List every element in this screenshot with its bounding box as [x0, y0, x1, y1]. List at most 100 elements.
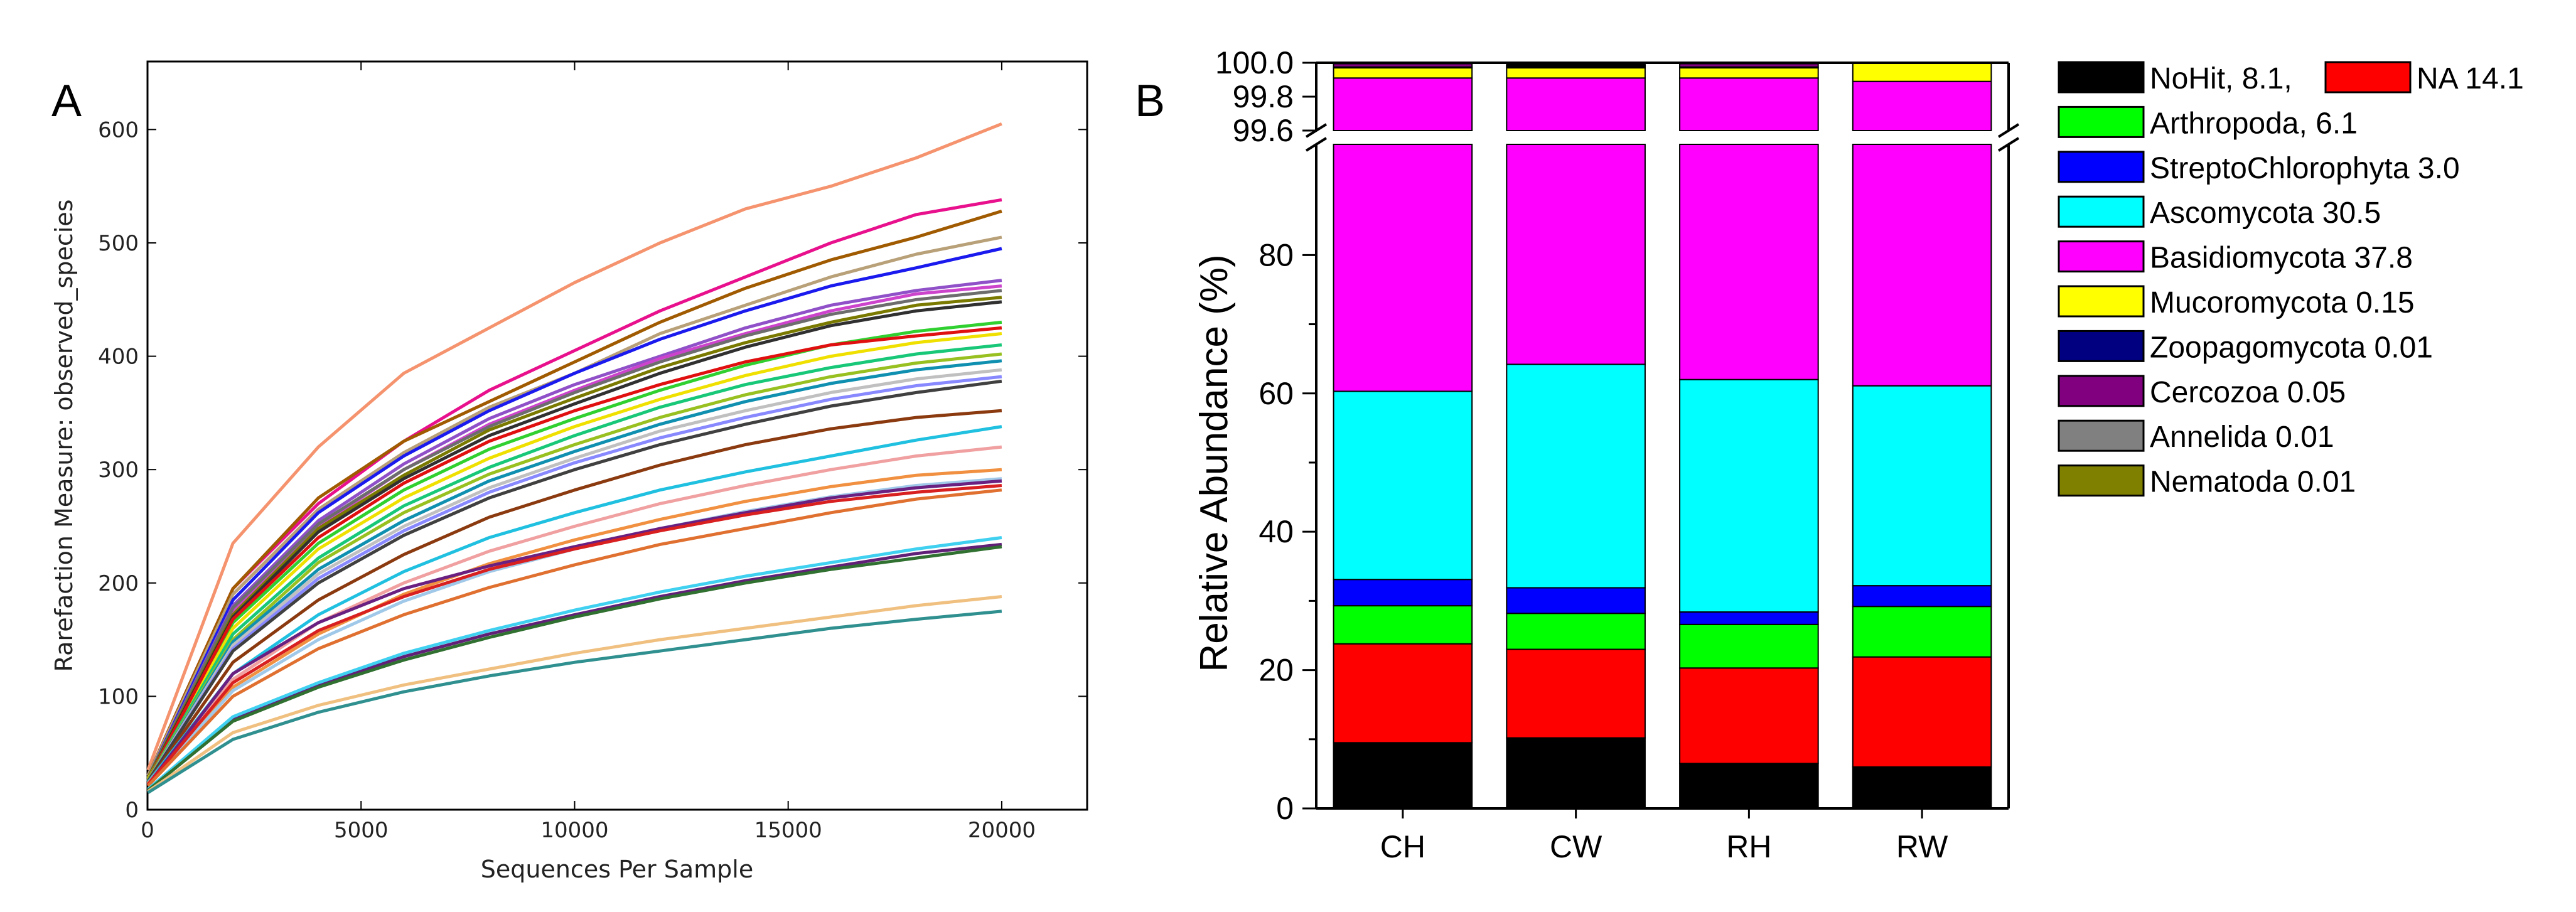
rarefaction-curve-19 [146, 379, 1002, 783]
bar-segment-CH-1 [1333, 742, 1473, 810]
bar-segment-upper-RH-6 [1679, 77, 1819, 131]
bar-segment-CH-5 [1333, 390, 1473, 581]
axis-break-mark [1997, 137, 2020, 152]
legend-swatch-11 [2058, 464, 2145, 497]
y-tick-label: 600 [98, 117, 139, 142]
rarefaction-lines [146, 122, 1002, 795]
bar-segment-CW-4 [1506, 587, 1646, 614]
bar-segment-CW-5 [1506, 363, 1646, 589]
legend-label-10: Annelida 0.01 [2150, 421, 2334, 454]
rarefaction-curve-22 [146, 445, 1002, 785]
legend: NoHit, 8.1, NA 14.1 Arthropoda, 6.1 Strepto… [2058, 61, 2524, 499]
rarefaction-curve-26 [146, 484, 1002, 786]
rarefaction-curve-16 [146, 359, 1002, 783]
legend-swatch-6 [2058, 240, 2145, 273]
x-tick-label-CH: CH [1380, 829, 1425, 864]
x-tick-label: 10000 [540, 818, 608, 843]
y-tick-label: 500 [98, 231, 139, 256]
bar-segment-upper-CW-7 [1506, 67, 1646, 79]
rarefaction-curve-13 [146, 326, 1002, 781]
panel-a-rarefaction-chart: A 0 5000 10000 15000 20000 0 100 200 300 400 500 60… [50, 60, 1088, 883]
y-tick-label: 200 [98, 571, 139, 596]
legend-swatch-2 [2324, 61, 2412, 94]
panel-label-a: A [51, 76, 82, 126]
bar-segment-RH-5 [1679, 378, 1819, 613]
bar-segment-CH-2 [1333, 643, 1473, 744]
rarefaction-curve-27 [146, 488, 1002, 787]
rarefaction-curve-14 [146, 343, 1002, 781]
rarefaction-curve-1 [146, 122, 1002, 771]
bar-segment-RW-5 [1852, 385, 1992, 587]
legend-label-6: Basidiomycota 37.8 [2150, 242, 2413, 275]
legend-label-9: Cercozoa 0.05 [2150, 376, 2346, 409]
bar-segment-CW-2 [1506, 648, 1646, 739]
bar-segment-CW-1 [1506, 737, 1646, 810]
rarefaction-curve-32 [147, 609, 1002, 795]
axis-break-mark [1997, 123, 2020, 138]
bar-segment-RW-6 [1852, 144, 1992, 387]
legend-swatch-10 [2058, 419, 2145, 452]
y-tick-label: 80 [1258, 237, 1294, 272]
axis-break-mark [1305, 137, 1328, 152]
stacked-bars [1333, 62, 1992, 810]
rarefaction-curve-5 [146, 247, 1002, 779]
rarefaction-curve-10 [146, 300, 1002, 780]
rarefaction-curve-18 [146, 375, 1002, 783]
rarefaction-curve-23 [146, 468, 1002, 785]
y-tick-label: 40 [1258, 514, 1294, 549]
rarefaction-curve-8 [146, 289, 1002, 779]
legend-label-11: Nematoda 0.01 [2150, 466, 2356, 499]
panel-a-y-axis-label: Rarefaction Measure: observed_species [50, 200, 78, 672]
panel-b-y-axis-label: Relative Abundance (%) [1193, 254, 1236, 672]
legend-label-5: Ascomycota 30.5 [2150, 196, 2381, 230]
bar-segment-RW-3 [1852, 606, 1992, 658]
bar-segment-upper-RW-7 [1852, 62, 1992, 82]
bar-segment-RH-2 [1679, 667, 1819, 764]
legend-swatch-1 [2058, 61, 2145, 94]
bar-segment-upper-CH-6 [1333, 77, 1473, 131]
y-tick-label-upper: 99.8 [1233, 79, 1294, 114]
bar-segment-CW-6 [1506, 144, 1646, 365]
bar-segment-RH-3 [1679, 623, 1819, 669]
legend-label-7: Mucoromycota 0.15 [2150, 286, 2415, 319]
bar-segment-RW-4 [1852, 585, 1992, 608]
rarefaction-curve-17 [146, 368, 1002, 783]
x-tick-label-RH: RH [1726, 829, 1771, 864]
panel-a-plot-frame [146, 60, 1088, 811]
axis-break-gap [1297, 132, 2027, 142]
rarefaction-curve-20 [146, 409, 1002, 784]
bar-segment-CH-3 [1333, 605, 1473, 645]
rarefaction-curve-7 [146, 284, 1002, 779]
bar-segment-RH-6 [1679, 144, 1819, 380]
rarefaction-curve-2 [146, 198, 1002, 776]
y-tick-label: 300 [98, 458, 139, 483]
legend-swatch-7 [2058, 285, 2145, 318]
rarefaction-curve-21 [146, 425, 1002, 784]
y-tick-label-upper: 100.0 [1215, 45, 1294, 80]
panel-a-x-axis-label: Sequences Per Sample [481, 856, 753, 883]
x-tick-label: 15000 [754, 818, 822, 843]
y-tick-label: 100 [98, 684, 139, 709]
bar-segment-upper-CW-6 [1506, 77, 1646, 131]
legend-label-3: Arthropoda, 6.1 [2150, 107, 2358, 140]
legend-label-8: Zoopagomycota 0.01 [2150, 331, 2433, 364]
y-tick-label-upper: 99.6 [1233, 113, 1294, 148]
legend-swatch-5 [2058, 195, 2145, 228]
rarefaction-curve-3 [146, 210, 1002, 776]
y-tick-label: 0 [1276, 791, 1294, 826]
legend-label-2: NA 14.1 [2417, 62, 2524, 95]
legend-swatch-9 [2058, 375, 2145, 407]
rarefaction-curve-29 [147, 536, 1002, 791]
x-tick-label-RW: RW [1896, 829, 1948, 864]
legend-label-4: StreptoChlorophyta 3.0 [2150, 152, 2460, 185]
rarefaction-curve-28 [147, 542, 1002, 791]
legend-label-1: NoHit, 8.1, [2150, 62, 2292, 95]
bar-segment-RW-2 [1852, 656, 1992, 768]
x-tick-label-CW: CW [1550, 829, 1602, 864]
rarefaction-curve-25 [146, 479, 1002, 786]
rarefaction-curve-31 [147, 595, 1002, 793]
bar-segment-CH-6 [1333, 144, 1473, 392]
